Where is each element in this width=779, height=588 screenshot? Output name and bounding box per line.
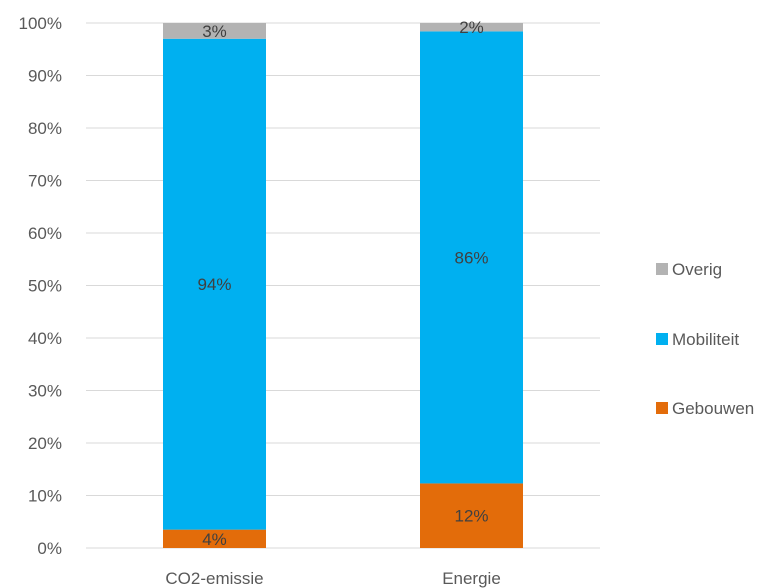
y-tick-label: 30% <box>28 382 62 401</box>
bar-gebouwen-1 <box>420 483 523 548</box>
legend-swatch-overig <box>656 263 668 275</box>
data-label-overig-1: 2% <box>459 18 484 37</box>
y-tick-label: 90% <box>28 67 62 86</box>
y-tick-label: 40% <box>28 329 62 348</box>
y-tick-label: 0% <box>37 539 62 558</box>
legend: Overig Mobiliteit Gebouwen <box>656 260 754 418</box>
data-label-gebouwen-0: 4% <box>202 530 227 549</box>
y-tick-label: 100% <box>19 14 62 33</box>
data-label-mobiliteit-0: 94% <box>197 275 231 294</box>
x-category-label: Energie <box>442 569 501 588</box>
bars <box>163 23 523 548</box>
y-tick-label: 10% <box>28 487 62 506</box>
legend-label-mobiliteit: Mobiliteit <box>672 330 739 349</box>
data-label-overig-0: 3% <box>202 22 227 41</box>
legend-swatch-mobiliteit <box>656 333 668 345</box>
y-tick-label: 20% <box>28 434 62 453</box>
x-axis-category-labels: CO2-emissie Energie <box>165 569 500 588</box>
data-label-mobiliteit-1: 86% <box>454 248 488 267</box>
y-tick-label: 60% <box>28 224 62 243</box>
bar-overig-0 <box>163 23 266 39</box>
y-axis-tick-labels: 0% 10% 20% 30% 40% 50% 60% 70% 80% 90% 100% <box>19 14 62 558</box>
legend-label-overig: Overig <box>672 260 722 279</box>
bar-overig-1 <box>420 23 523 32</box>
bar-mobiliteit-1 <box>420 31 523 484</box>
data-labels: 4% 94% 3% 12% 86% 2% <box>197 18 488 549</box>
bar-gebouwen-0 <box>163 529 266 548</box>
bar-mobiliteit-0 <box>163 38 266 530</box>
legend-label-gebouwen: Gebouwen <box>672 399 754 418</box>
y-tick-label: 50% <box>28 277 62 296</box>
legend-swatch-gebouwen <box>656 402 668 414</box>
y-tick-label: 80% <box>28 119 62 138</box>
y-tick-label: 70% <box>28 172 62 191</box>
x-category-label: CO2-emissie <box>165 569 263 588</box>
data-label-gebouwen-1: 12% <box>454 507 488 526</box>
